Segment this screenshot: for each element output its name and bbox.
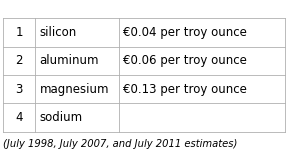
- Text: 1: 1: [15, 26, 23, 39]
- Text: 2: 2: [15, 54, 23, 67]
- Text: aluminum: aluminum: [40, 54, 99, 67]
- Text: 4: 4: [15, 111, 23, 124]
- Text: sodium: sodium: [40, 111, 83, 124]
- Text: magnesium: magnesium: [40, 83, 109, 96]
- Text: 3: 3: [16, 83, 23, 96]
- Text: €0.13 per troy ounce: €0.13 per troy ounce: [123, 83, 247, 96]
- Text: €0.04 per troy ounce: €0.04 per troy ounce: [123, 26, 247, 39]
- Text: silicon: silicon: [40, 26, 77, 39]
- Text: €0.06 per troy ounce: €0.06 per troy ounce: [123, 54, 247, 67]
- Text: (July 1998, July 2007, and July 2011 estimates): (July 1998, July 2007, and July 2011 est…: [3, 139, 237, 149]
